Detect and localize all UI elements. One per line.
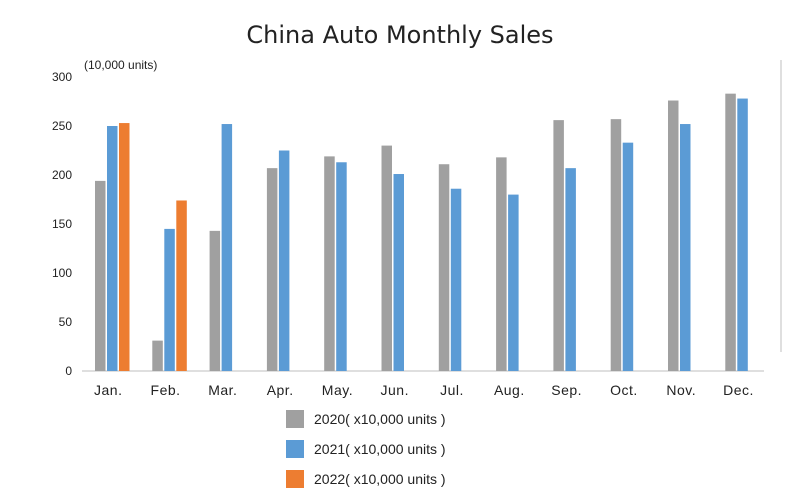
bar-2020-2	[209, 230, 221, 371]
x-tick-label: Feb.	[151, 382, 181, 398]
bar-2021-2	[221, 124, 233, 371]
x-tick-label: Aug.	[494, 382, 525, 398]
bar-2021-11	[737, 98, 748, 371]
y-tick-label: 250	[52, 119, 72, 133]
bar-2020-9	[610, 119, 622, 371]
legend-swatch	[286, 410, 304, 428]
bar-2020-10	[668, 100, 679, 372]
bar-2020-4	[324, 156, 335, 371]
legend: 2020( x10,000 units ) 2021( x10,000 units…	[286, 410, 446, 488]
x-tick-label: Nov.	[666, 382, 696, 398]
x-tick-label: Dec.	[723, 382, 754, 398]
bar-2020-11	[725, 93, 736, 371]
y-tick-label: 300	[52, 70, 72, 84]
bar-2021-9	[622, 142, 634, 371]
legend-swatch	[286, 440, 304, 458]
y-tick-label: 200	[52, 168, 72, 182]
y-tick-label: 50	[59, 315, 73, 329]
bar-2021-5	[393, 174, 404, 371]
bar-2020-3	[266, 168, 278, 371]
y-tick-label: 100	[52, 266, 72, 280]
bar-2020-6	[438, 164, 450, 371]
x-tick-label: Jun.	[381, 382, 409, 398]
bar-2021-4	[336, 162, 347, 371]
legend-label: 2022( x10,000 units )	[314, 471, 446, 487]
x-tick-label: Jan.	[94, 382, 122, 398]
y-tick-label: 0	[65, 364, 72, 378]
bar-2020-8	[553, 120, 564, 372]
y-axis-unit-label: (10,000 units)	[84, 58, 157, 72]
x-tick-label: Sep.	[551, 382, 582, 398]
bar-2020-7	[496, 157, 507, 371]
x-tick-label: Mar.	[208, 382, 237, 398]
bar-2021-10	[680, 124, 691, 371]
bar-2021-0	[107, 126, 118, 371]
x-tick-label: Jul.	[440, 382, 464, 398]
bar-2021-8	[565, 168, 576, 371]
x-tick-label: May.	[322, 382, 353, 398]
legend-label: 2020( x10,000 units )	[314, 411, 446, 427]
y-tick-label: 150	[52, 217, 72, 231]
x-axis-ticks: Jan. Feb. Mar. Apr. May. Jun. Jul. Aug. Sep. Oct.…	[94, 382, 754, 398]
bar-2022-1	[176, 200, 187, 371]
x-tick-label: Apr.	[267, 382, 294, 398]
legend-swatch	[286, 470, 304, 488]
bar-2021-6	[450, 188, 462, 371]
bar-2021-7	[508, 194, 519, 371]
bar-2020-5	[381, 145, 392, 371]
chart-title: China Auto Monthly Sales	[246, 21, 553, 49]
bar-2021-3	[278, 150, 290, 371]
legend-label: 2021( x10,000 units )	[314, 441, 446, 457]
y-axis-ticks: 0 50 100 150 200 250 300	[52, 70, 72, 378]
bar-2022-0	[119, 123, 130, 371]
bars	[95, 93, 748, 372]
x-tick-label: Oct.	[610, 382, 638, 398]
bar-2020-1	[152, 340, 163, 371]
bar-2021-1	[164, 228, 175, 371]
bar-2020-0	[95, 180, 106, 371]
